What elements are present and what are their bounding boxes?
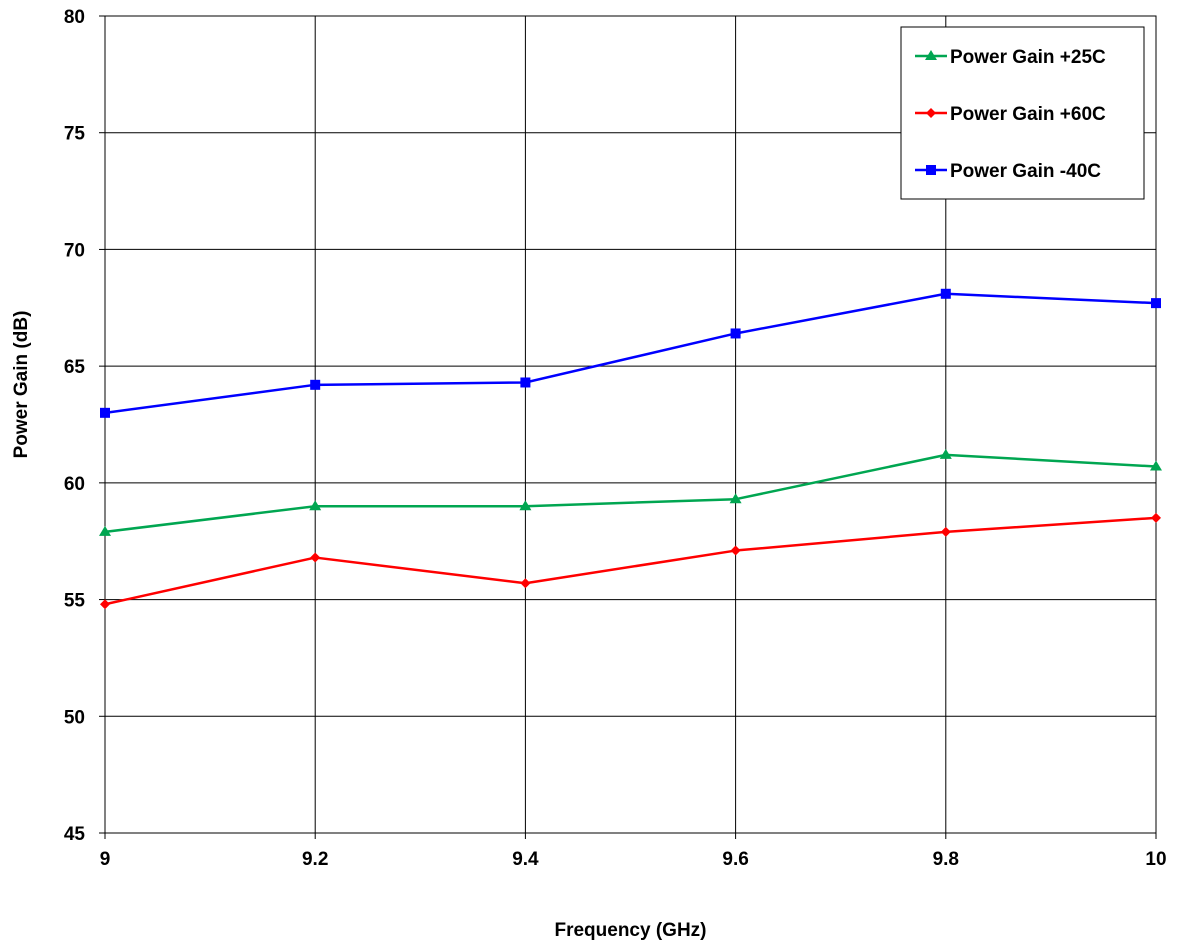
data-point — [939, 448, 952, 459]
data-point — [99, 525, 111, 536]
legend-label: Power Gain -40C — [950, 161, 1101, 182]
series-group — [99, 288, 1162, 610]
series-line — [104, 516, 1157, 606]
x-axis-label: Frequency (GHz) — [554, 920, 706, 941]
data-point — [730, 545, 741, 556]
y-tick-label: 45 — [64, 824, 86, 845]
legend-item: Power Gain +60C — [915, 104, 1106, 125]
x-tick-label: 9.4 — [512, 849, 539, 870]
data-point — [100, 407, 110, 418]
y-axis-ticks: 45 50 55 60 65 70 75 80 — [64, 7, 105, 845]
y-tick-label: 65 — [64, 357, 86, 378]
series-line — [104, 292, 1157, 415]
data-point — [729, 493, 742, 504]
data-point — [1151, 512, 1161, 523]
y-axis-label: Power Gain (dB) — [11, 311, 32, 459]
x-tick-label: 9.8 — [933, 849, 959, 870]
data-point — [940, 288, 951, 299]
x-axis-ticks: 9 9.2 9.4 9.6 9.8 10 — [100, 833, 1167, 870]
x-tick-label: 9.2 — [302, 849, 328, 870]
legend-marker — [925, 50, 937, 60]
data-point — [310, 379, 321, 390]
y-tick-label: 60 — [64, 474, 85, 495]
legend-item: Power Gain -40C — [915, 161, 1101, 182]
legend-marker — [926, 108, 936, 118]
y-tick-label: 50 — [64, 707, 85, 728]
legend: Power Gain +25C Power Gain +60C Power Gain… — [900, 26, 1145, 200]
data-point — [1150, 460, 1162, 471]
series-line — [104, 453, 1157, 534]
data-point — [520, 578, 531, 589]
data-point — [519, 500, 532, 511]
data-point — [520, 377, 531, 388]
legend-marker — [926, 165, 936, 175]
data-point — [309, 500, 322, 511]
y-tick-label: 75 — [64, 124, 86, 145]
data-point — [100, 599, 110, 610]
plot-area — [104, 15, 1157, 834]
data-point — [1151, 298, 1161, 309]
y-tick-label: 70 — [64, 240, 85, 261]
legend-label: Power Gain +25C — [950, 47, 1106, 68]
data-point — [940, 526, 951, 537]
x-tick-label: 10 — [1145, 849, 1166, 870]
x-tick-label: 9.6 — [722, 849, 748, 870]
legend-label: Power Gain +60C — [950, 104, 1106, 125]
series-3 — [100, 288, 1161, 418]
y-tick-label: 55 — [64, 591, 86, 612]
data-point — [730, 328, 741, 339]
series-2 — [100, 512, 1161, 610]
legend-item: Power Gain +25C — [915, 47, 1106, 68]
data-point — [310, 552, 321, 563]
x-tick-label: 9 — [100, 849, 111, 870]
y-tick-label: 80 — [64, 7, 85, 28]
series-1 — [99, 448, 1162, 536]
